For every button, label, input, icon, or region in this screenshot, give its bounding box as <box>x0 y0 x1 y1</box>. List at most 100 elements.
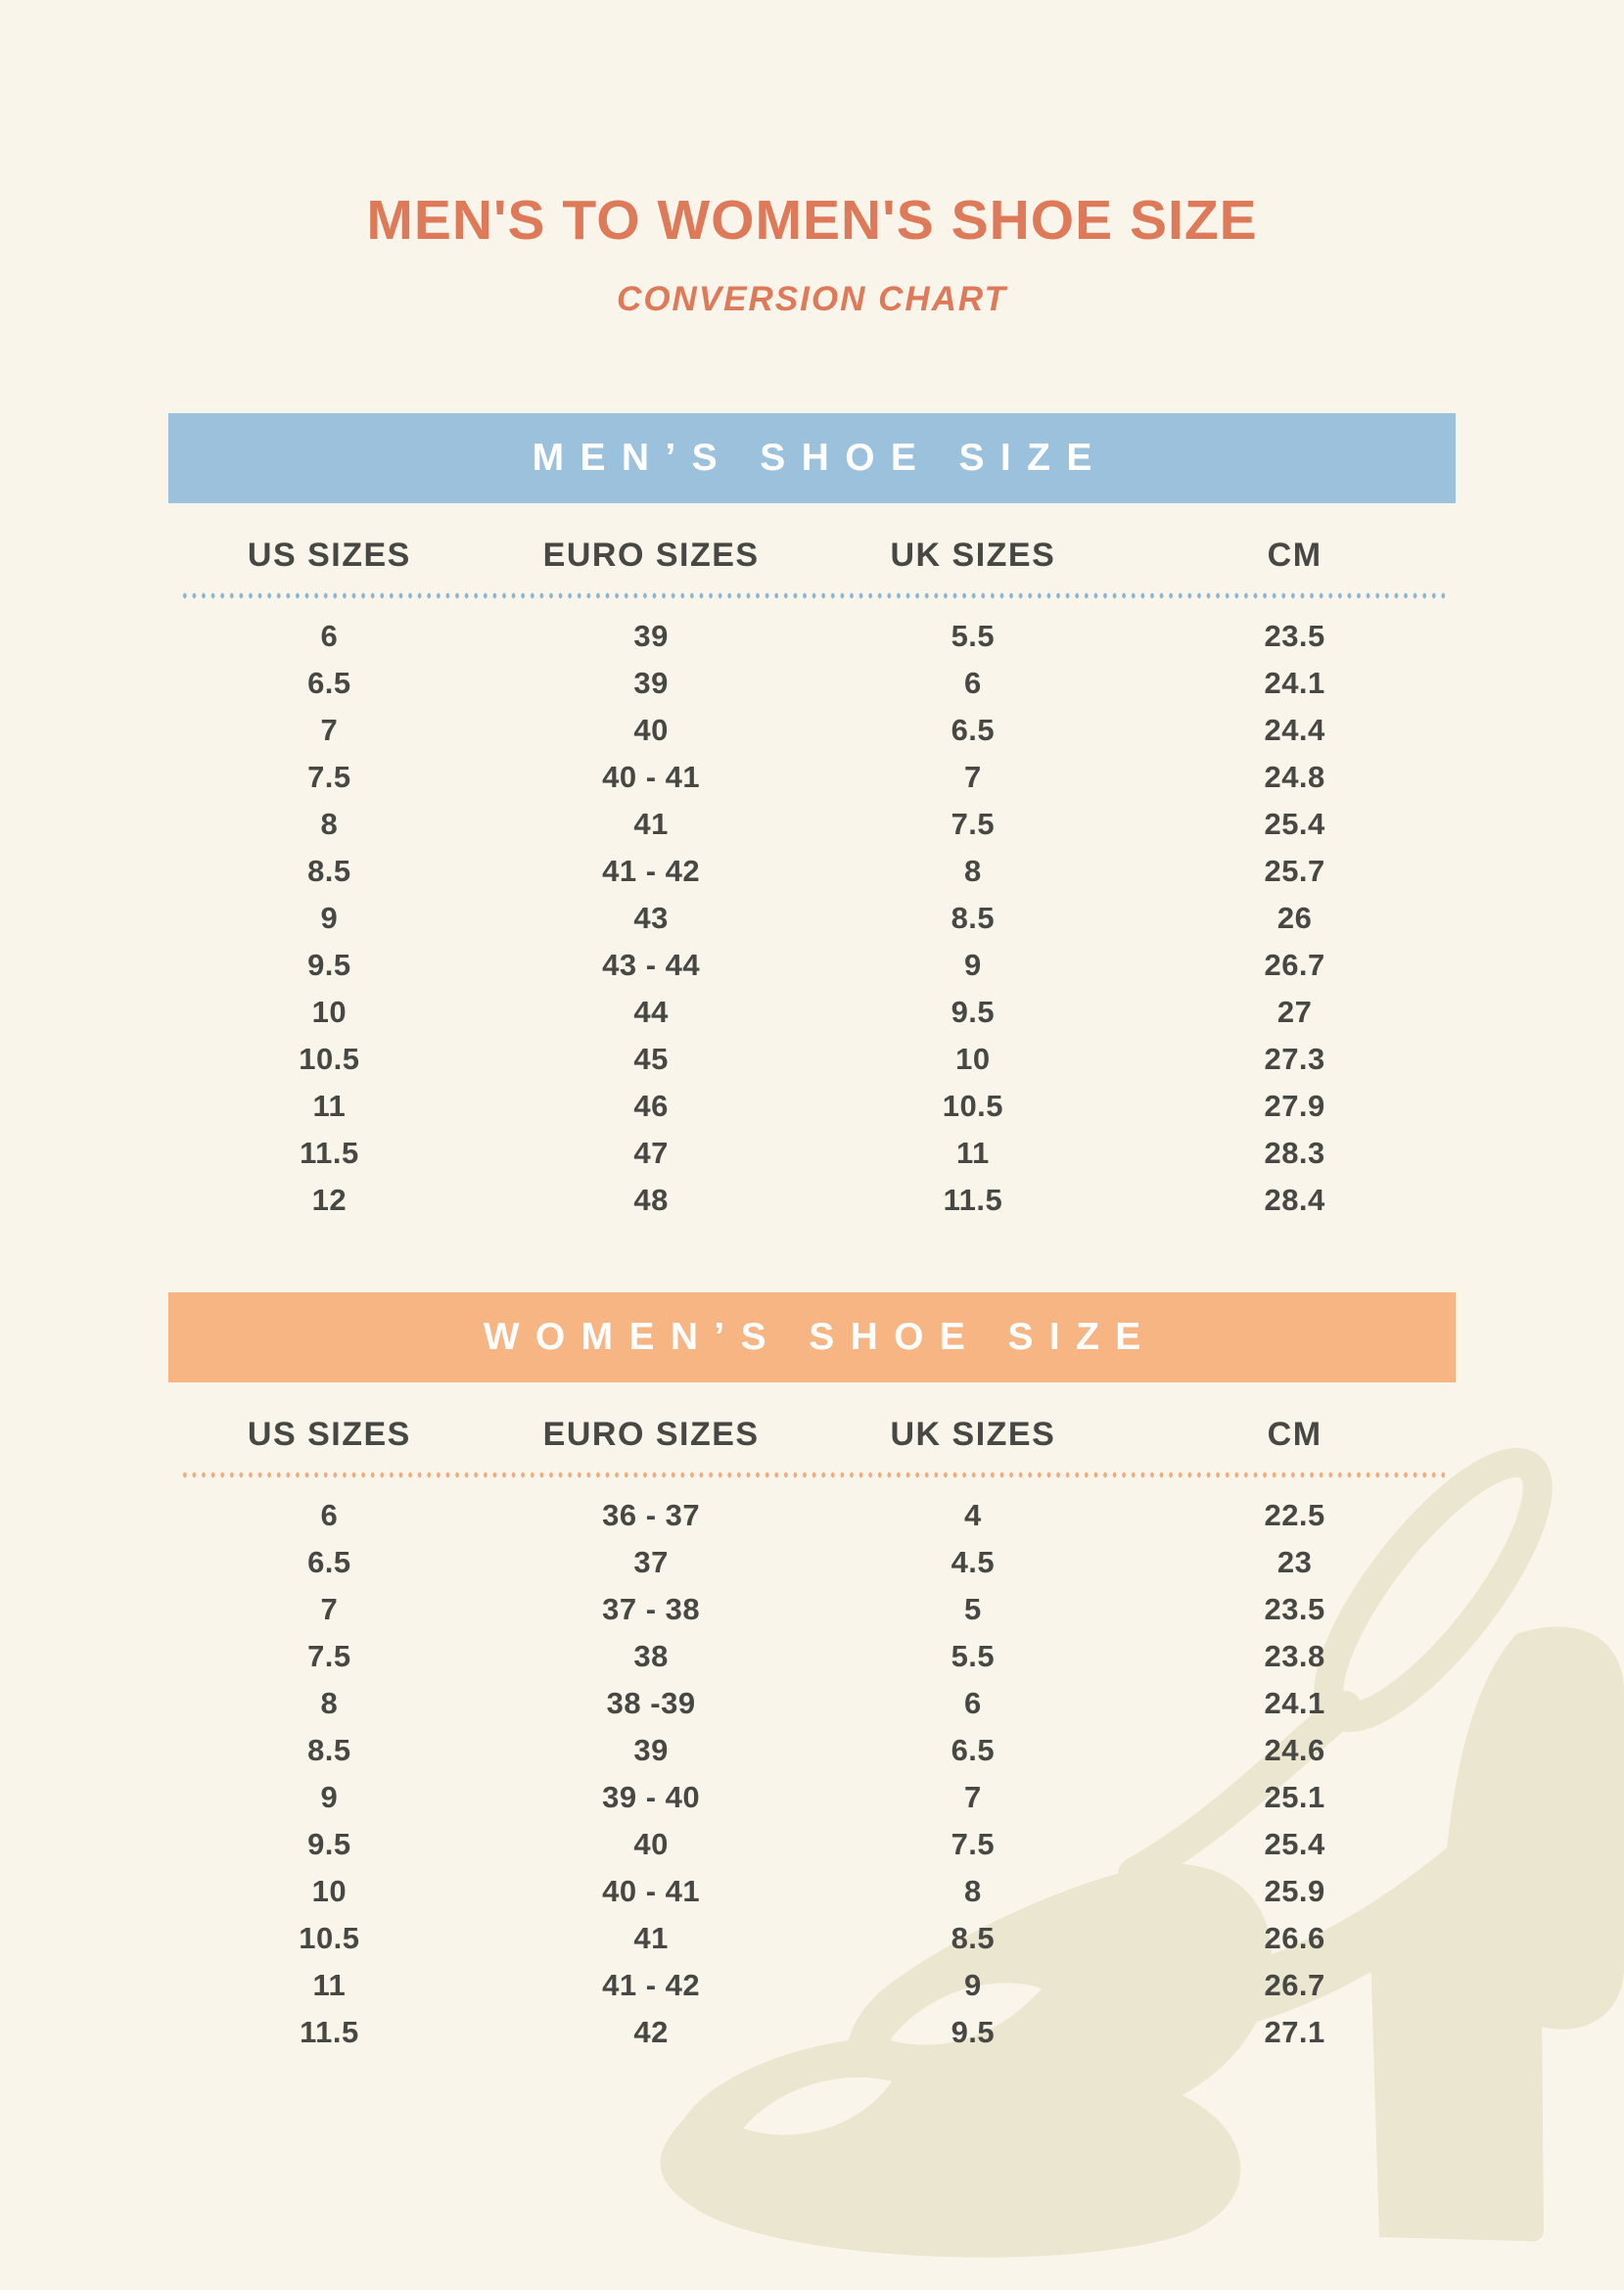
table-row: 7.5 38 5.5 23.8 <box>168 1633 1456 1680</box>
table-cell: 25.7 <box>1264 853 1325 888</box>
table-cell: 8 <box>320 806 339 841</box>
table-cell: 41 - 42 <box>602 853 701 888</box>
table-cell: 5.5 <box>951 618 996 653</box>
table-row: 8 38 -39 6 24.1 <box>168 1680 1456 1727</box>
table-cell: 28.3 <box>1264 1135 1325 1170</box>
table-cell: 8.5 <box>307 1732 351 1767</box>
table-cell: 41 <box>633 806 669 841</box>
table-cell: 9.5 <box>951 994 996 1029</box>
table-cell: 41 <box>633 1920 669 1955</box>
table-cell: 41 - 42 <box>602 1967 701 2002</box>
table-cell: 27.9 <box>1264 1088 1325 1123</box>
page-subtitle: CONVERSION CHART <box>617 279 1007 318</box>
table-cell: 6.5 <box>951 712 996 747</box>
table-row: 12 48 11.5 28.4 <box>168 1177 1456 1224</box>
table-row: 6.5 39 6 24.1 <box>168 660 1456 707</box>
table-cell: 8 <box>320 1685 339 1720</box>
table-cell: 8.5 <box>951 1920 996 1955</box>
table-cell: 24.1 <box>1264 1685 1325 1720</box>
table-row: 10 40 - 41 8 25.9 <box>168 1868 1456 1915</box>
content: MEN'S TO WOMEN'S SHOE SIZE CONVERSION CH… <box>168 191 1456 2056</box>
table-row: 10.5 45 10 27.3 <box>168 1036 1456 1083</box>
table-cell: 6 <box>964 1685 982 1720</box>
table-cell: 10.5 <box>299 1920 360 1955</box>
table-cell: 5 <box>964 1591 982 1626</box>
table-cell: 27.3 <box>1264 1041 1325 1076</box>
table-row: 8.5 41 - 42 8 25.7 <box>168 848 1456 895</box>
table-cell: 7.5 <box>951 806 996 841</box>
table-cell: 11 <box>955 1135 990 1170</box>
table-cell: 22.5 <box>1264 1497 1325 1532</box>
table-cell: 10 <box>311 994 348 1029</box>
table-cell: 11 <box>312 1088 347 1123</box>
table-cell: 40 - 41 <box>602 1873 701 1908</box>
column-header: CM <box>1267 1415 1322 1453</box>
table-row: 11 46 10.5 27.9 <box>168 1083 1456 1130</box>
table-cell: 26 <box>1276 900 1313 935</box>
mens-rows: 6 39 5.5 23.5 6.5 39 6 24.1 7 40 6.5 24.4 7.5 40 - 41… <box>168 613 1456 1224</box>
table-row: 9.5 40 7.5 25.4 <box>168 1821 1456 1868</box>
table-row: 8.5 39 6.5 24.6 <box>168 1727 1456 1774</box>
womens-dotted-divider <box>179 1469 1445 1480</box>
table-cell: 40 - 41 <box>602 759 701 794</box>
table-cell: 46 <box>633 1088 669 1123</box>
table-cell: 10.5 <box>942 1088 1004 1123</box>
column-header: UK SIZES <box>890 1415 1056 1453</box>
table-cell: 7 <box>320 712 339 747</box>
table-row: 9.5 43 - 44 9 26.7 <box>168 942 1456 989</box>
table-row: 9 39 - 40 7 25.1 <box>168 1774 1456 1821</box>
table-row: 11.5 42 9.5 27.1 <box>168 2009 1456 2056</box>
table-cell: 7 <box>964 759 982 794</box>
table-row: 6.5 37 4.5 23 <box>168 1539 1456 1586</box>
column-header: US SIZES <box>247 536 411 574</box>
table-row: 7.5 40 - 41 7 24.8 <box>168 754 1456 801</box>
table-cell: 6 <box>964 665 982 700</box>
table-cell: 7 <box>320 1591 339 1626</box>
table-cell: 39 <box>633 618 669 653</box>
table-cell: 48 <box>633 1182 669 1217</box>
table-cell: 7.5 <box>951 1826 996 1861</box>
table-cell: 37 <box>633 1544 669 1579</box>
table-cell: 27.1 <box>1264 2014 1325 2049</box>
table-cell: 10 <box>311 1873 348 1908</box>
table-row: 8 41 7.5 25.4 <box>168 801 1456 848</box>
table-cell: 25.9 <box>1264 1873 1325 1908</box>
table-cell: 25.4 <box>1264 1826 1325 1861</box>
table-cell: 24.4 <box>1264 712 1325 747</box>
table-row: 11 41 - 42 9 26.7 <box>168 1962 1456 2009</box>
column-header: EURO SIZES <box>542 536 760 574</box>
table-cell: 8.5 <box>307 853 351 888</box>
table-cell: 28.4 <box>1264 1182 1325 1217</box>
mens-column-headers: US SIZES EURO SIZES UK SIZES CM <box>168 537 1456 575</box>
table-cell: 8 <box>964 853 982 888</box>
table-cell: 4 <box>964 1497 982 1532</box>
table-row: 11.5 47 11 28.3 <box>168 1130 1456 1177</box>
table-cell: 9 <box>964 1967 982 2002</box>
table-cell: 9 <box>964 947 982 982</box>
table-row: 9 43 8.5 26 <box>168 895 1456 942</box>
table-cell: 27 <box>1276 994 1313 1029</box>
womens-rows: 6 36 - 37 4 22.5 6.5 37 4.5 23 7 37 - 38 5 23.5 7.5 3… <box>168 1492 1456 2056</box>
table-cell: 38 -39 <box>606 1685 696 1720</box>
table-cell: 25.1 <box>1264 1779 1325 1814</box>
column-header: UK SIZES <box>890 536 1056 574</box>
column-header: EURO SIZES <box>542 1415 760 1453</box>
table-cell: 39 <box>633 665 669 700</box>
womens-banner: WOMEN’S SHOE SIZE <box>168 1291 1456 1382</box>
table-cell: 9.5 <box>307 1826 351 1861</box>
mens-dotted-divider <box>179 589 1445 601</box>
table-cell: 11.5 <box>300 1135 359 1170</box>
table-cell: 26.7 <box>1264 1967 1325 2002</box>
table-cell: 26.7 <box>1264 947 1325 982</box>
table-cell: 23.8 <box>1264 1638 1325 1673</box>
table-cell: 44 <box>633 994 669 1029</box>
table-cell: 42 <box>633 2014 669 2049</box>
table-cell: 39 <box>633 1732 669 1767</box>
table-cell: 25.4 <box>1264 806 1325 841</box>
table-cell: 38 <box>633 1638 669 1673</box>
table-cell: 47 <box>633 1135 669 1170</box>
table-cell: 43 - 44 <box>602 947 701 982</box>
table-cell: 4.5 <box>951 1544 996 1579</box>
table-cell: 23.5 <box>1264 618 1325 653</box>
table-cell: 5.5 <box>951 1638 996 1673</box>
